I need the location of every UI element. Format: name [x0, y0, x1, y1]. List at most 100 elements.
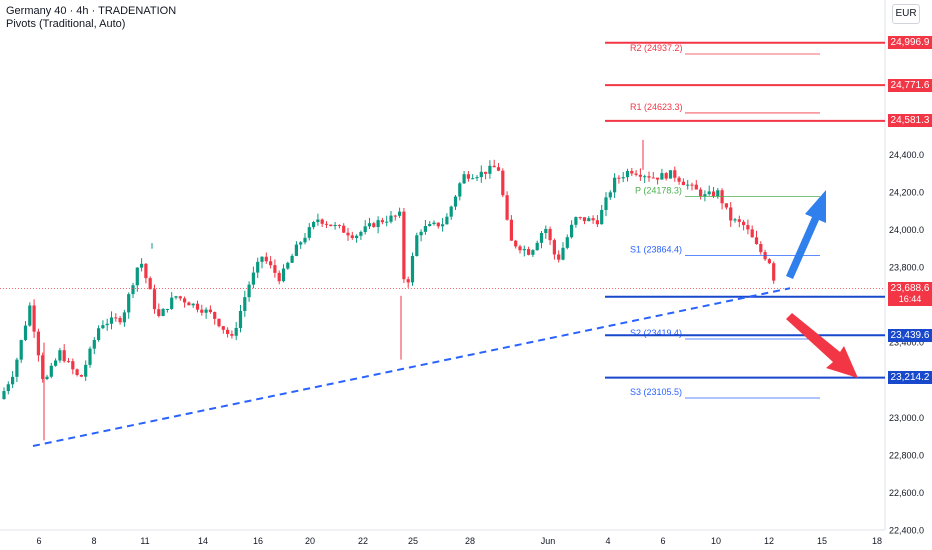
candle-body[interactable]	[686, 184, 690, 186]
candle-body[interactable]	[608, 192, 612, 198]
candle-body[interactable]	[359, 231, 363, 236]
candle-body[interactable]	[114, 317, 118, 319]
candle-body[interactable]	[570, 224, 574, 238]
candle-body[interactable]	[187, 302, 191, 306]
candle-body[interactable]	[19, 340, 23, 360]
candle-body[interactable]	[604, 197, 608, 210]
candle-body[interactable]	[638, 174, 642, 177]
candle-body[interactable]	[539, 233, 544, 243]
candle-body[interactable]	[548, 228, 552, 241]
candle-body[interactable]	[350, 235, 354, 238]
candle-body[interactable]	[45, 376, 49, 380]
trend-line[interactable]	[32, 287, 791, 447]
candle-body[interactable]	[75, 369, 79, 376]
candle-body[interactable]	[643, 176, 647, 178]
candle-body[interactable]	[281, 268, 286, 282]
candle-body[interactable]	[595, 220, 599, 225]
candle-body[interactable]	[737, 219, 741, 222]
candle-body[interactable]	[531, 250, 535, 255]
candle-body[interactable]	[286, 262, 290, 269]
candle-body[interactable]	[333, 224, 337, 227]
candle-body[interactable]	[690, 184, 694, 186]
candle-body[interactable]	[2, 391, 6, 400]
candle-body[interactable]	[273, 265, 277, 273]
candle-body[interactable]	[140, 263, 144, 268]
candle-body[interactable]	[372, 223, 376, 227]
candle-body[interactable]	[651, 177, 655, 179]
candle-body[interactable]	[488, 165, 492, 174]
candle-body[interactable]	[105, 323, 109, 326]
candle-body[interactable]	[514, 240, 518, 247]
candle-body[interactable]	[355, 235, 359, 238]
candle-body[interactable]	[230, 334, 234, 336]
candle-body[interactable]	[32, 305, 36, 332]
candle-body[interactable]	[647, 176, 651, 178]
candle-body[interactable]	[398, 211, 402, 216]
candle-body[interactable]	[441, 224, 445, 227]
candle-body[interactable]	[385, 221, 389, 223]
candle-body[interactable]	[161, 309, 165, 317]
candle-body[interactable]	[660, 173, 664, 180]
candle-body[interactable]	[535, 242, 539, 251]
candle-body[interactable]	[475, 177, 479, 179]
candle-body[interactable]	[15, 359, 19, 377]
candle-body[interactable]	[673, 170, 677, 178]
indicator-label[interactable]: Pivots (Traditional, Auto)	[6, 18, 126, 30]
candle-body[interactable]	[544, 228, 548, 234]
candle-body[interactable]	[101, 325, 105, 329]
bullish-arrow[interactable]	[786, 190, 826, 279]
candle-body[interactable]	[251, 272, 255, 285]
candle-body[interactable]	[724, 203, 728, 208]
candle-body[interactable]	[699, 189, 703, 197]
candle-body[interactable]	[183, 298, 187, 303]
candle-body[interactable]	[565, 237, 569, 248]
candle-body[interactable]	[613, 177, 617, 193]
candle-body[interactable]	[363, 226, 367, 232]
candle-body[interactable]	[84, 364, 88, 377]
candle-body[interactable]	[466, 174, 470, 179]
candle-body[interactable]	[41, 355, 45, 380]
candle-body[interactable]	[518, 246, 522, 251]
candle-body[interactable]	[144, 263, 148, 279]
candle-body[interactable]	[97, 328, 101, 340]
candle-body[interactable]	[561, 247, 565, 260]
candle-body[interactable]	[28, 305, 32, 326]
candle-body[interactable]	[423, 226, 427, 232]
candle-body[interactable]	[445, 216, 449, 225]
candle-body[interactable]	[750, 229, 754, 238]
currency-button[interactable]: EUR	[892, 4, 920, 24]
candle-body[interactable]	[496, 167, 501, 171]
candle-body[interactable]	[505, 195, 509, 220]
candle-body[interactable]	[294, 244, 298, 256]
candle-body[interactable]	[157, 309, 161, 317]
candle-body[interactable]	[23, 325, 28, 341]
candle-body[interactable]	[656, 177, 660, 180]
candle-body[interactable]	[527, 249, 531, 255]
candle-body[interactable]	[393, 215, 397, 217]
candle-body[interactable]	[324, 223, 329, 225]
candle-body[interactable]	[152, 289, 157, 310]
candle-body[interactable]	[346, 232, 350, 236]
candle-body[interactable]	[109, 317, 114, 324]
candle-body[interactable]	[380, 220, 384, 223]
candle-body[interactable]	[92, 339, 96, 349]
candle-body[interactable]	[574, 217, 578, 225]
candle-body[interactable]	[630, 170, 634, 174]
candle-body[interactable]	[621, 177, 625, 179]
candle-body[interactable]	[694, 184, 698, 190]
candle-body[interactable]	[264, 256, 268, 262]
candle-body[interactable]	[501, 170, 505, 196]
candle-body[interactable]	[208, 309, 212, 313]
candle-body[interactable]	[492, 165, 496, 168]
candle-body[interactable]	[711, 191, 716, 197]
bearish-arrow[interactable]	[786, 313, 858, 378]
candle-body[interactable]	[49, 365, 53, 377]
candle-body[interactable]	[71, 361, 75, 370]
candle-body[interactable]	[389, 215, 393, 222]
candle-body[interactable]	[200, 309, 204, 313]
candle-body[interactable]	[256, 261, 260, 273]
candle-body[interactable]	[118, 317, 122, 323]
candle-body[interactable]	[88, 348, 92, 365]
candle-body[interactable]	[578, 217, 582, 219]
